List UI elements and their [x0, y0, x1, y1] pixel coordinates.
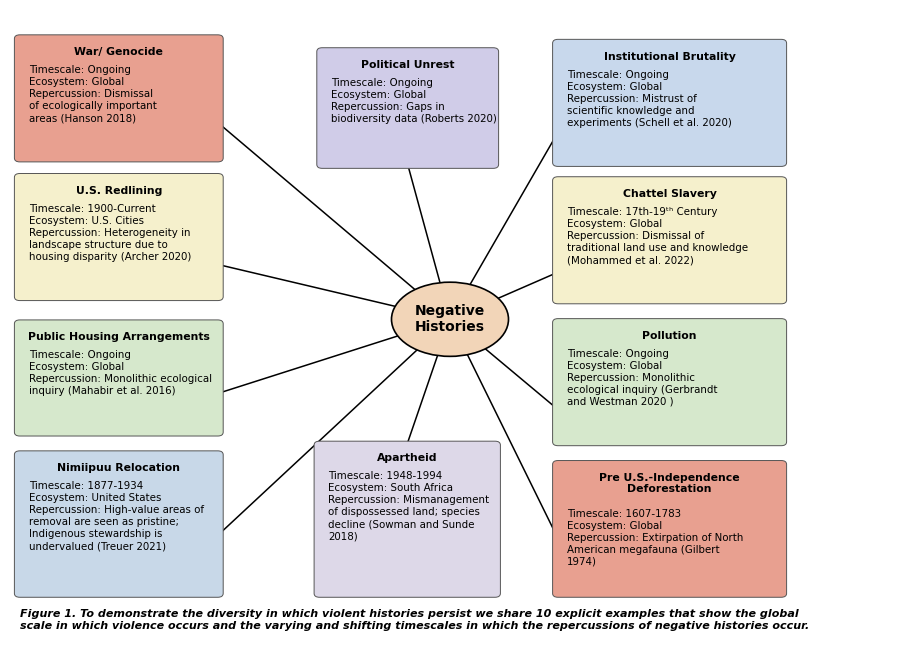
Text: Political Unrest: Political Unrest [361, 60, 454, 70]
FancyBboxPatch shape [314, 441, 500, 597]
Text: Institutional Brutality: Institutional Brutality [604, 52, 735, 62]
Ellipse shape [392, 283, 508, 356]
Text: Apartheid: Apartheid [377, 453, 437, 464]
Text: Timescale: Ongoing
Ecosystem: Global
Repercussion: Mistrust of
scientific knowle: Timescale: Ongoing Ecosystem: Global Rep… [567, 70, 732, 128]
FancyBboxPatch shape [553, 319, 787, 446]
FancyBboxPatch shape [14, 35, 223, 162]
FancyBboxPatch shape [317, 48, 499, 168]
FancyBboxPatch shape [553, 177, 787, 304]
Text: Pre U.S.-Independence
Deforestation: Pre U.S.-Independence Deforestation [599, 473, 740, 494]
FancyBboxPatch shape [553, 461, 787, 597]
Text: Timescale: Ongoing
Ecosystem: Global
Repercussion: Monolithic
ecological inquiry: Timescale: Ongoing Ecosystem: Global Rep… [567, 349, 717, 407]
Text: Timescale: Ongoing
Ecosystem: Global
Repercussion: Gaps in
biodiversity data (Ro: Timescale: Ongoing Ecosystem: Global Rep… [331, 78, 497, 124]
Text: U.S. Redlining: U.S. Redlining [76, 186, 162, 196]
Text: Timescale: 1607-1783
Ecosystem: Global
Repercussion: Extirpation of North
Americ: Timescale: 1607-1783 Ecosystem: Global R… [567, 509, 743, 567]
Text: Timescale: 1877-1934
Ecosystem: United States
Repercussion: High-value areas of
: Timescale: 1877-1934 Ecosystem: United S… [29, 481, 203, 551]
Text: Timescale: 1900-Current
Ecosystem: U.S. Cities
Repercussion: Heterogeneity in
la: Timescale: 1900-Current Ecosystem: U.S. … [29, 204, 191, 262]
Text: Timescale: 17th-19ᵗʰ Century
Ecosystem: Global
Repercussion: Dismissal of
tradit: Timescale: 17th-19ᵗʰ Century Ecosystem: … [567, 207, 748, 265]
Text: Pollution: Pollution [643, 331, 697, 341]
Text: War/ Genocide: War/ Genocide [75, 47, 163, 57]
FancyBboxPatch shape [553, 39, 787, 166]
Text: Nimiipuu Relocation: Nimiipuu Relocation [58, 463, 180, 473]
FancyBboxPatch shape [14, 320, 223, 436]
Text: Figure 1. To demonstrate the diversity in which violent histories persist we sha: Figure 1. To demonstrate the diversity i… [20, 610, 809, 631]
Text: Timescale: Ongoing
Ecosystem: Global
Repercussion: Dismissal
of ecologically imp: Timescale: Ongoing Ecosystem: Global Rep… [29, 65, 157, 123]
Text: Timescale: Ongoing
Ecosystem: Global
Repercussion: Monolithic ecological
inquiry: Timescale: Ongoing Ecosystem: Global Rep… [29, 350, 212, 396]
FancyBboxPatch shape [14, 174, 223, 301]
Text: Public Housing Arrangements: Public Housing Arrangements [28, 332, 210, 342]
FancyBboxPatch shape [14, 451, 223, 597]
Text: Chattel Slavery: Chattel Slavery [623, 189, 716, 199]
Text: Negative
Histories: Negative Histories [415, 304, 485, 334]
Text: Timescale: 1948-1994
Ecosystem: South Africa
Repercussion: Mismanagement
of disp: Timescale: 1948-1994 Ecosystem: South Af… [328, 471, 490, 542]
